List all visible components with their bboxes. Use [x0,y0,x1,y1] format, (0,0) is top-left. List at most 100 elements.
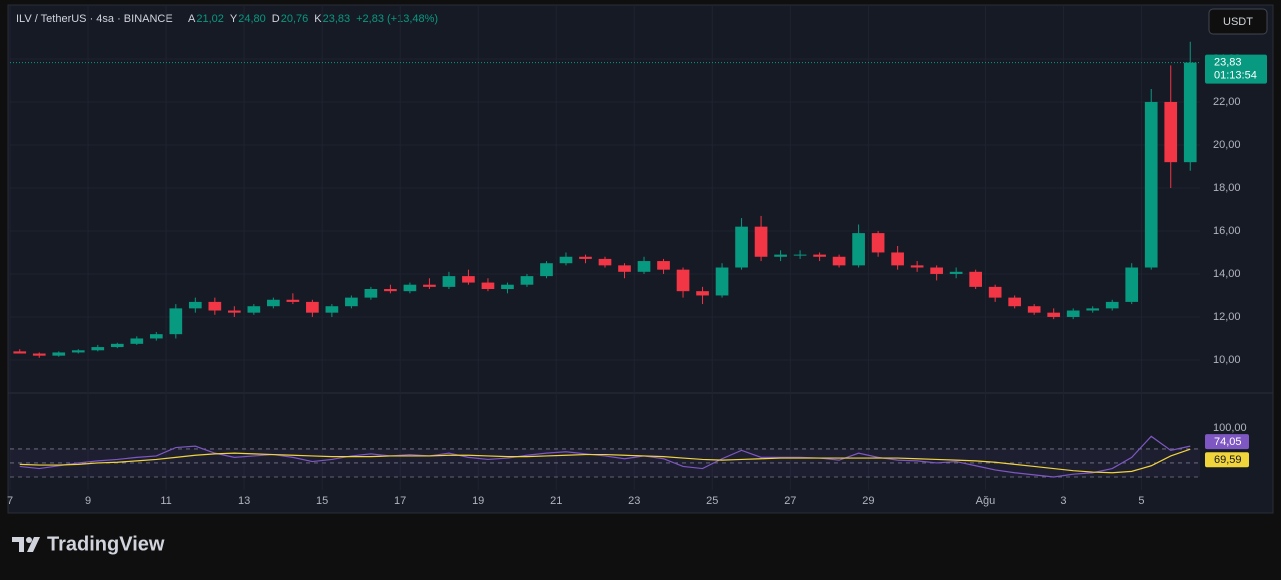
candle-body [1105,301,1119,309]
candle-body [1125,267,1139,302]
candle-body [462,276,475,283]
rsi-value-tag [1205,452,1249,468]
candle-body [1027,306,1041,313]
candle-body [501,284,514,290]
candle-body [969,271,982,287]
candle-body [286,299,300,302]
candle-body [1086,308,1100,311]
y-tick-label: 10,00 [1213,354,1241,366]
candle-body [442,276,456,287]
candle-body [325,306,339,313]
x-tick-label: 13 [238,495,250,507]
ohlc-key: K [314,13,322,25]
candle-body [735,226,748,268]
candle-body [267,299,280,307]
candle-body [1144,101,1158,268]
x-tick-label: 19 [472,495,484,507]
candle-body [306,301,319,313]
y-tick-label: 18,00 [1213,182,1241,194]
candle-body [754,226,768,257]
change: +2,83 (+13,48%) [356,13,438,25]
candle-body [364,289,378,298]
ohlc-value: 21,02 [196,13,224,25]
candle-body [208,301,222,311]
x-tick-label: 25 [706,495,718,507]
x-tick-label: 9 [85,495,91,507]
y-tick-label: 22,00 [1213,96,1241,108]
candle-body [813,254,826,257]
candle-body [188,301,202,309]
rsi-band [10,448,1200,477]
ohlc-key: D [272,13,280,25]
candle-body [384,289,397,292]
candle-body [149,334,163,339]
candle-body [1047,312,1061,317]
currency-label[interactable]: USDT [1223,16,1253,28]
rsi-line [19,448,1191,474]
candle-body [715,267,729,296]
x-tick-label: Ağu [976,495,996,507]
candle-body [130,338,144,344]
candle-body [696,291,709,296]
countdown: 01:13:54 [1214,70,1257,82]
y-tick-label: 14,00 [1213,268,1241,280]
brand-logo [12,537,40,552]
ohlc-value: 20,76 [281,13,309,25]
candle-body [1183,62,1197,163]
candle-body [910,265,924,268]
candle-body [32,353,46,356]
candle-body [169,308,183,335]
x-tick-label: 23 [628,495,640,507]
x-tick-label: 11 [160,495,171,507]
rsi-value-tag [1205,434,1249,450]
candle-body [637,261,651,272]
candle-body [1066,310,1080,317]
candle-body [852,233,865,266]
candle-body [988,286,1002,298]
x-tick-label: 7 [7,495,13,507]
x-tick-label: 5 [1138,495,1144,507]
chart-panel [7,4,1274,514]
candle-body [71,350,85,353]
currency-button[interactable] [1208,8,1268,35]
candle-body [345,297,358,307]
ohlc-value: 23,83 [323,13,351,25]
candle-body [579,256,592,259]
brand-name: TradingView [47,533,165,555]
candle-body [423,284,436,287]
candle-body [949,271,963,274]
candle-body [13,351,27,354]
candle-body [930,267,943,274]
candle-body [481,282,495,290]
rsi-tick-label: 100,00 [1213,422,1247,434]
rsi-value-label: 69,59 [1214,454,1242,466]
candle-body [676,269,690,292]
candle-body [110,343,124,348]
last-price-tag [1205,54,1267,84]
candle-body [540,263,553,277]
candle-body [52,352,66,356]
candle-body [559,256,573,264]
y-tick-label: 16,00 [1213,225,1241,237]
x-tick-label: 3 [1060,495,1066,507]
candle-body [228,310,241,313]
ohlc-value: 24,80 [238,13,266,25]
ohlc-key: Y [230,13,238,25]
y-tick-label: 20,00 [1213,139,1241,151]
x-tick-label: 15 [316,495,328,507]
candle-body [91,347,105,351]
candle-body [520,276,534,285]
ohlc-key: A [188,13,196,25]
x-tick-label: 27 [784,495,796,507]
x-tick-label: 21 [550,495,562,507]
ohlc-header: A 21,02 Y 24,80 D 20,76 K 23,83 +2,83 (+13,48%) [188,13,438,25]
y-tick-label: 12,00 [1213,311,1241,323]
last-price-label: 23,83 [1214,57,1242,69]
candle-body [891,252,904,266]
candle-body [871,233,885,253]
candle-body [1164,101,1178,163]
rsi-line [19,435,1191,478]
candle-body [657,261,670,270]
